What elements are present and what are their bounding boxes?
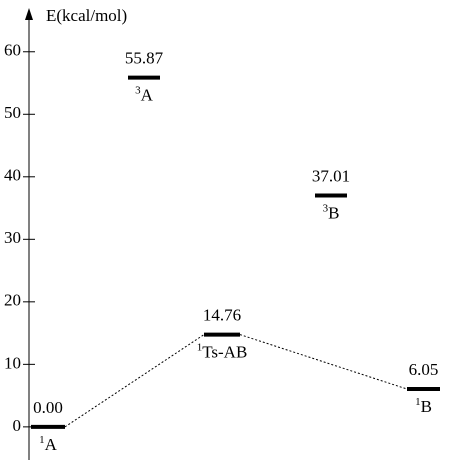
value-label: 14.76 — [203, 305, 241, 324]
state-label-sup: 3 — [135, 84, 141, 96]
y-tick-label: 20 — [4, 291, 21, 310]
y-tick-label: 60 — [4, 41, 21, 60]
y-axis-label: E(kcal/mol) — [46, 6, 127, 25]
state-label-name: Ts-AB — [202, 342, 247, 361]
state-label-sup: 1 — [415, 396, 421, 408]
state-label-name: A — [45, 435, 58, 454]
state-label: 3A — [135, 84, 154, 104]
state-label-name: B — [421, 397, 432, 416]
value-label: 55.87 — [125, 48, 164, 67]
pathway-connector — [64, 334, 205, 428]
value-label: 6.05 — [409, 360, 439, 379]
y-axis-arrow — [25, 8, 33, 20]
state-label-sup: 1 — [197, 341, 203, 353]
y-tick-label: 40 — [4, 166, 21, 185]
state-label-sup: 3 — [323, 202, 329, 214]
state-label: 3B — [323, 202, 340, 222]
y-tick-label: 30 — [4, 228, 21, 247]
state-label-name: A — [141, 85, 154, 104]
y-tick-label: 50 — [4, 103, 21, 122]
state-label: 1A — [39, 433, 58, 453]
state-label-sup: 1 — [39, 433, 45, 445]
y-tick-label: 0 — [13, 416, 22, 435]
value-label: 37.01 — [312, 166, 350, 185]
state-label: 1B — [415, 396, 432, 416]
state-label-name: B — [328, 203, 339, 222]
state-label: 1Ts-AB — [197, 341, 248, 361]
y-tick-label: 10 — [4, 353, 21, 372]
value-label: 0.00 — [33, 398, 63, 417]
pathway-connector — [239, 334, 408, 390]
